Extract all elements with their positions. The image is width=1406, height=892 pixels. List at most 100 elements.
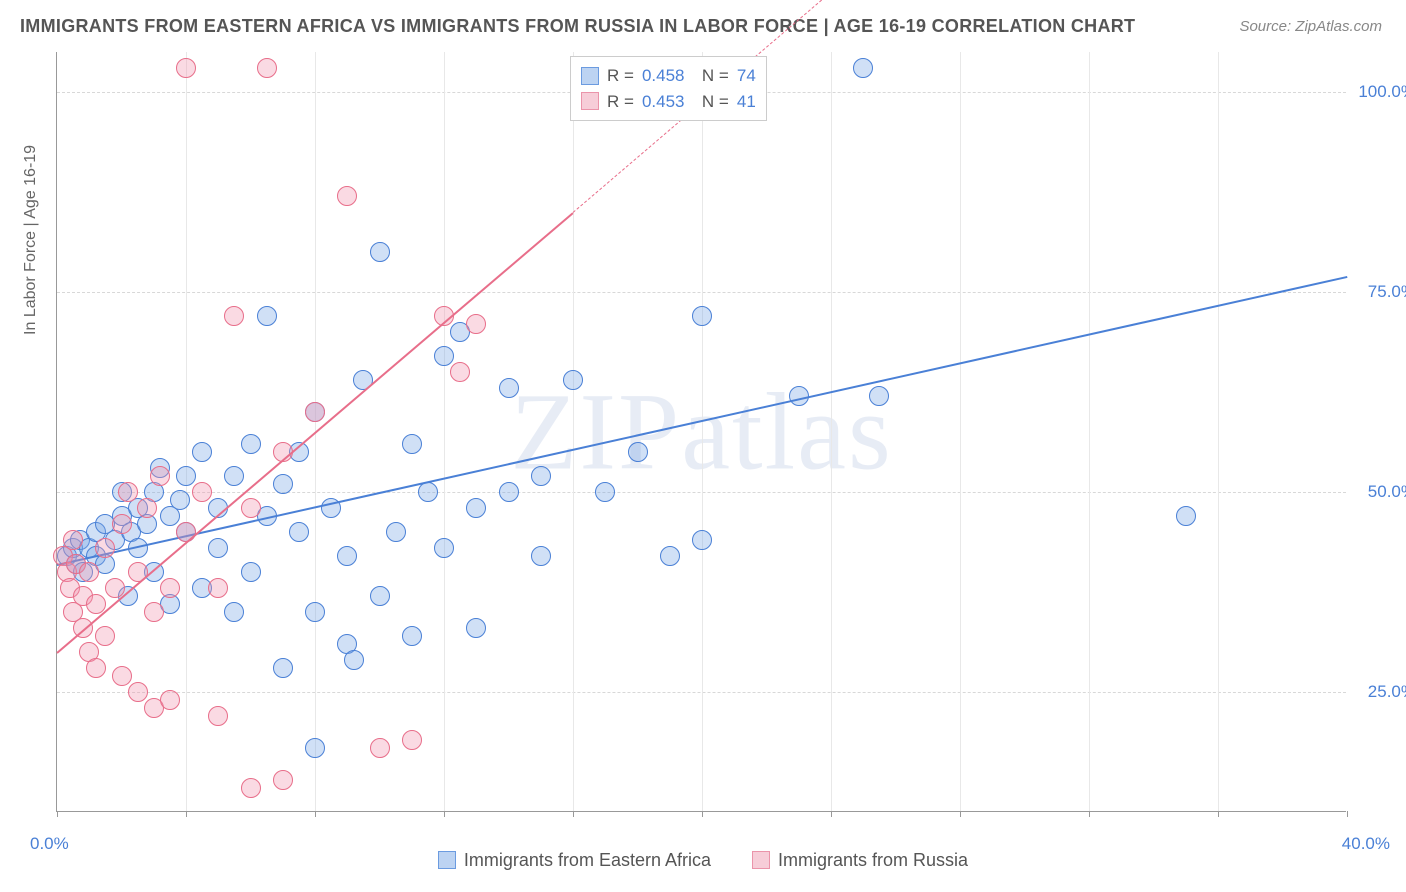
data-point: [595, 482, 615, 502]
data-point: [241, 434, 261, 454]
data-point: [192, 442, 212, 462]
x-tick-mark: [702, 811, 703, 817]
x-tick-mark: [444, 811, 445, 817]
stat-r-label: R =: [607, 63, 634, 89]
data-point: [118, 482, 138, 502]
data-point: [144, 602, 164, 622]
data-point: [112, 514, 132, 534]
data-point: [337, 546, 357, 566]
data-point: [160, 578, 180, 598]
data-point: [434, 346, 454, 366]
data-point: [273, 658, 293, 678]
legend-swatch-1: [752, 851, 770, 869]
data-point: [273, 474, 293, 494]
legend-item-0: Immigrants from Eastern Africa: [438, 850, 711, 871]
data-point: [208, 706, 228, 726]
x-tick-mark: [57, 811, 58, 817]
data-point: [1176, 506, 1196, 526]
data-point: [241, 778, 261, 798]
x-tick-mark: [1218, 811, 1219, 817]
x-tick-mark: [573, 811, 574, 817]
swatch-series-0: [581, 67, 599, 85]
legend-swatch-0: [438, 851, 456, 869]
x-tick-mark: [1089, 811, 1090, 817]
data-point: [208, 578, 228, 598]
data-point: [176, 58, 196, 78]
data-point: [402, 626, 422, 646]
stat-n-value-0: 74: [737, 63, 756, 89]
data-point: [160, 690, 180, 710]
data-point: [305, 738, 325, 758]
gridline-v: [186, 52, 187, 811]
data-point: [370, 242, 390, 262]
chart-title: IMMIGRANTS FROM EASTERN AFRICA VS IMMIGR…: [20, 16, 1135, 37]
data-point: [241, 562, 261, 582]
series-legend: Immigrants from Eastern Africa Immigrant…: [0, 850, 1406, 875]
data-point: [79, 562, 99, 582]
stat-n-label: N =: [692, 63, 728, 89]
data-point: [370, 586, 390, 606]
data-point: [63, 530, 83, 550]
gridline-v: [1218, 52, 1219, 811]
data-point: [692, 306, 712, 326]
data-point: [402, 730, 422, 750]
data-point: [257, 58, 277, 78]
data-point: [86, 658, 106, 678]
x-tick-mark: [960, 811, 961, 817]
data-point: [563, 370, 583, 390]
legend-label-1: Immigrants from Russia: [778, 850, 968, 871]
x-tick-mark: [186, 811, 187, 817]
y-tick-label: 50.0%: [1356, 482, 1406, 502]
data-point: [176, 522, 196, 542]
data-point: [208, 538, 228, 558]
gridline-v: [831, 52, 832, 811]
data-point: [95, 538, 115, 558]
scatter-plot-area: ZIPatlas 25.0%50.0%75.0%100.0%: [56, 52, 1346, 812]
gridline-v: [573, 52, 574, 811]
data-point: [150, 466, 170, 486]
data-point: [176, 466, 196, 486]
data-point: [337, 186, 357, 206]
legend-item-1: Immigrants from Russia: [752, 850, 968, 871]
x-axis-min-label: 0.0%: [30, 834, 69, 854]
x-tick-mark: [315, 811, 316, 817]
source-attribution: Source: ZipAtlas.com: [1239, 18, 1382, 35]
stat-r-label: R =: [607, 89, 634, 115]
x-tick-mark: [831, 811, 832, 817]
stat-n-value-1: 41: [737, 89, 756, 115]
data-point: [402, 434, 422, 454]
data-point: [128, 682, 148, 702]
stats-row-series-1: R = 0.453 N = 41: [581, 89, 756, 115]
data-point: [466, 618, 486, 638]
stats-row-series-0: R = 0.458 N = 74: [581, 63, 756, 89]
data-point: [305, 402, 325, 422]
y-tick-label: 100.0%: [1356, 82, 1406, 102]
data-point: [386, 522, 406, 542]
data-point: [499, 482, 519, 502]
data-point: [531, 546, 551, 566]
y-tick-label: 75.0%: [1356, 282, 1406, 302]
data-point: [628, 442, 648, 462]
data-point: [466, 314, 486, 334]
data-point: [660, 546, 680, 566]
y-tick-label: 25.0%: [1356, 682, 1406, 702]
data-point: [466, 498, 486, 518]
gridline-v: [702, 52, 703, 811]
data-point: [273, 770, 293, 790]
y-axis-title: In Labor Force | Age 16-19: [22, 145, 40, 335]
stat-r-value-1: 0.453: [642, 89, 685, 115]
data-point: [289, 522, 309, 542]
data-point: [257, 306, 277, 326]
data-point: [692, 530, 712, 550]
x-axis-max-label: 40.0%: [1342, 834, 1390, 854]
gridline-v: [444, 52, 445, 811]
data-point: [241, 498, 261, 518]
data-point: [531, 466, 551, 486]
data-point: [853, 58, 873, 78]
data-point: [137, 498, 157, 518]
data-point: [499, 378, 519, 398]
correlation-stats-legend: R = 0.458 N = 74 R = 0.453 N = 41: [570, 56, 767, 121]
data-point: [170, 490, 190, 510]
gridline-v: [1089, 52, 1090, 811]
data-point: [95, 626, 115, 646]
